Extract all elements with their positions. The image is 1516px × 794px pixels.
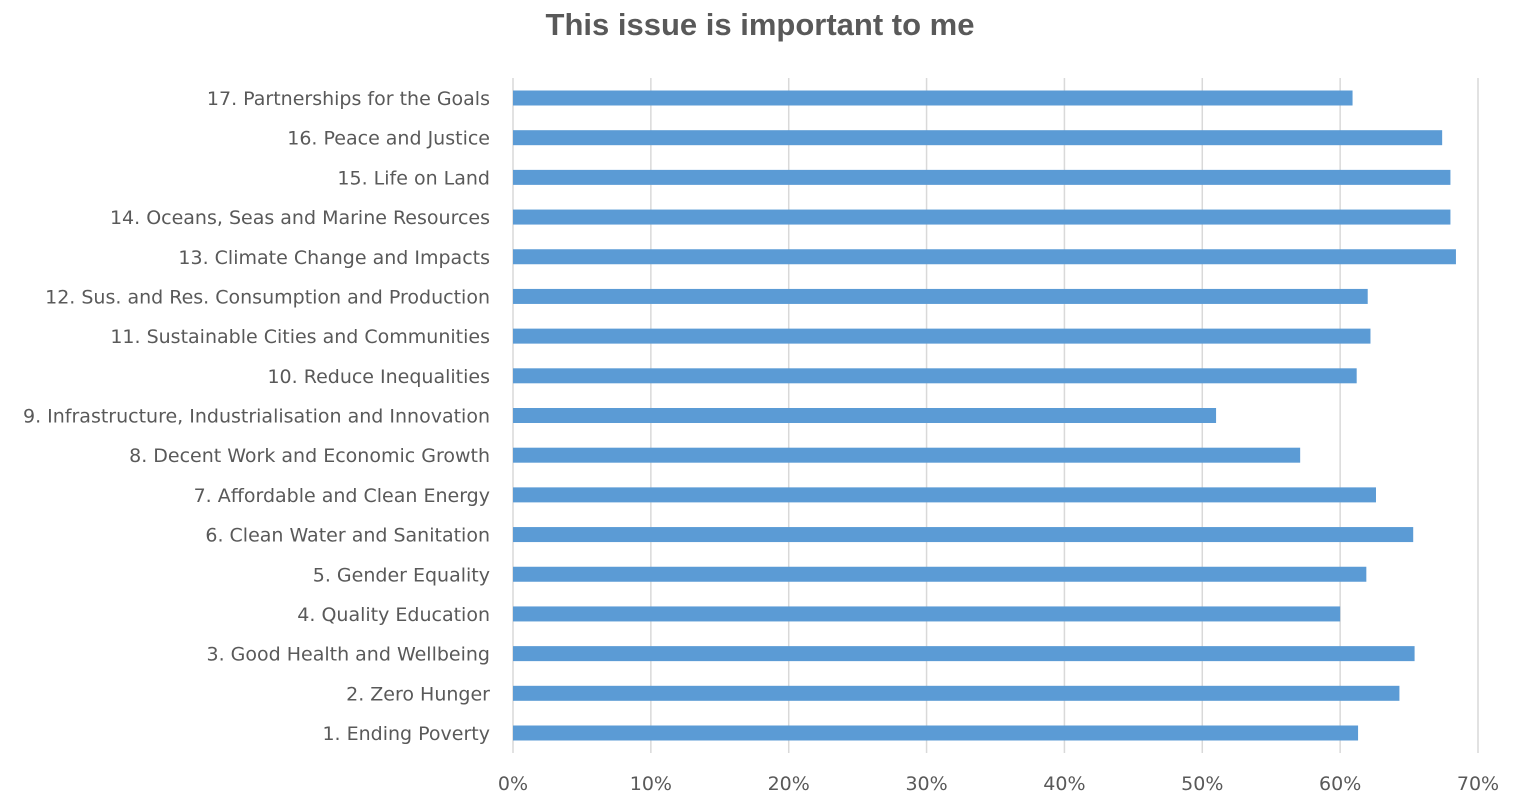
x-tick-label: 20% [768, 773, 810, 794]
x-tick-label: 60% [1319, 773, 1361, 794]
category-label: 3. Good Health and Wellbeing [206, 644, 490, 666]
category-label: 12. Sus. and Res. Consumption and Produc… [45, 286, 490, 308]
x-tick-label: 70% [1457, 773, 1499, 794]
category-label: 17. Partnerships for the Goals [207, 88, 490, 110]
category-label: 8. Decent Work and Economic Growth [129, 445, 490, 467]
x-tick-label: 50% [1181, 773, 1223, 794]
bar [513, 646, 1415, 662]
bar [513, 685, 1400, 701]
bars [513, 90, 1456, 741]
bar [513, 566, 1367, 582]
category-label: 7. Affordable and Clean Energy [194, 485, 490, 507]
x-axis-tick-labels: 0% 10% 20% 30% 40% 50% 60% 70% [498, 773, 1499, 794]
bar [513, 249, 1456, 265]
bar [513, 288, 1368, 304]
bar [513, 130, 1443, 146]
bar [513, 368, 1357, 384]
x-tick-label: 10% [630, 773, 672, 794]
category-label: 11. Sustainable Cities and Communities [110, 326, 490, 348]
bar [513, 725, 1359, 741]
bar [513, 408, 1217, 423]
category-label: 16. Peace and Justice [287, 128, 490, 150]
category-label: 4. Quality Education [297, 604, 490, 626]
category-label: 9. Infrastructure, Industrialisation and… [23, 406, 490, 428]
category-label: 6. Clean Water and Sanitation [205, 525, 490, 547]
x-tick-label: 40% [1043, 773, 1085, 794]
bar [513, 169, 1451, 185]
category-label: 10. Reduce Inequalities [267, 366, 490, 388]
category-label: 2. Zero Hunger [346, 683, 490, 705]
x-tick-label: 30% [905, 773, 947, 794]
category-labels: 1. Ending Poverty 2. Zero Hunger 3. Good H… [23, 88, 490, 745]
bar [513, 487, 1376, 503]
x-tick-label: 0% [498, 773, 528, 794]
bar [513, 328, 1371, 344]
bar [513, 209, 1451, 225]
bar [513, 447, 1301, 463]
category-label: 13. Climate Change and Impacts [178, 247, 490, 269]
chart-title: This issue is important to me [546, 7, 975, 42]
bar [513, 606, 1341, 622]
category-label: 15. Life on Land [337, 167, 490, 189]
bar [513, 90, 1353, 106]
category-label: 5. Gender Equality [313, 564, 490, 586]
category-label: 14. Oceans, Seas and Marine Resources [110, 207, 490, 229]
category-label: 1. Ending Poverty [322, 723, 490, 745]
bar [513, 527, 1414, 543]
